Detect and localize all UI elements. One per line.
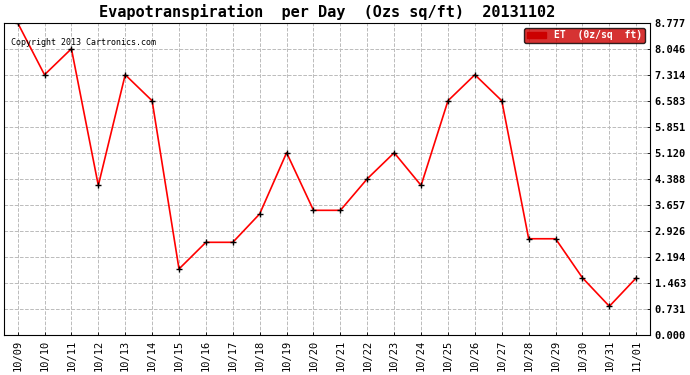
Title: Evapotranspiration  per Day  (Ozs sq/ft)  20131102: Evapotranspiration per Day (Ozs sq/ft) 2… <box>99 4 555 20</box>
Legend: ET  (0z/sq  ft): ET (0z/sq ft) <box>524 28 645 44</box>
Text: Copyright 2013 Cartronics.com: Copyright 2013 Cartronics.com <box>10 38 156 47</box>
